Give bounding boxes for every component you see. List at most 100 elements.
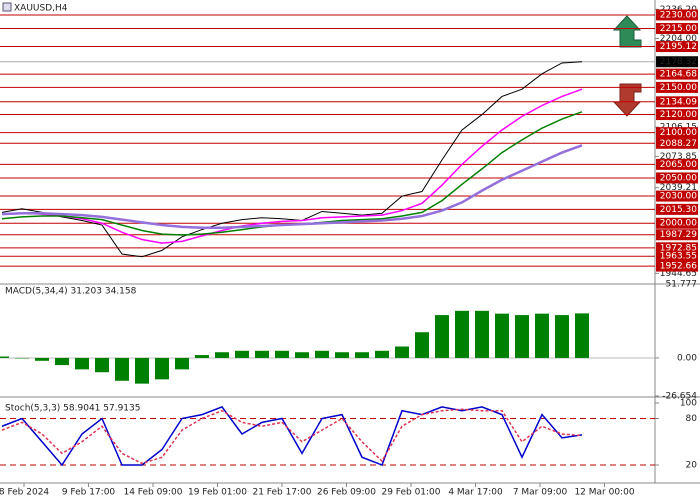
macd-bar: [535, 313, 549, 358]
level-box: [656, 9, 698, 21]
x-tick-label: 9 Feb 17:00: [62, 488, 116, 498]
level-box: [656, 81, 698, 93]
level-label: 2134.09: [660, 97, 697, 107]
level-label: 2150.00: [660, 83, 697, 93]
level-label: 2030.00: [660, 192, 697, 202]
macd-bar: [35, 357, 49, 361]
x-tick-label: 29 Feb 01:00: [381, 488, 440, 498]
macd-bar: [515, 315, 529, 358]
macd-bar: [455, 310, 469, 358]
macd-bar: [0, 356, 9, 358]
macd-bar: [155, 357, 169, 380]
level-box: [656, 260, 698, 272]
last-price-label: 2178.32: [660, 57, 697, 67]
macd-bar: [295, 352, 309, 358]
level-box: [656, 190, 698, 202]
macd-bar: [75, 357, 89, 370]
macd-bar: [475, 310, 489, 358]
macd-bar: [395, 346, 409, 358]
level-label: 2000.00: [660, 219, 697, 229]
level-label: 1963.55: [660, 252, 697, 262]
level-label: 2195.12: [660, 42, 697, 52]
level-box: [656, 242, 698, 254]
macd-bar: [275, 350, 289, 358]
level-box: [656, 203, 698, 215]
level-box: [656, 250, 698, 262]
macd-bar: [415, 332, 429, 358]
x-tick-label: 12 Mar 00:00: [574, 488, 634, 498]
y-tick-label: 80: [686, 414, 698, 424]
level-label: 2164.68: [660, 70, 697, 80]
y-tick-label: 2039.21: [660, 183, 697, 193]
x-tick-label: 14 Feb 09:00: [123, 488, 182, 498]
level-label: 2100.00: [660, 128, 697, 138]
level-label: 2050.00: [660, 173, 697, 183]
level-box: [656, 127, 698, 139]
level-label: 2015.30: [660, 205, 697, 215]
x-tick-label: 26 Feb 09:00: [317, 488, 376, 498]
macd-bar: [335, 352, 349, 358]
macd-bar: [195, 355, 209, 358]
macd-bar: [575, 313, 589, 358]
chart-title: XAUUSD,H4: [14, 4, 68, 14]
level-box: [656, 137, 698, 149]
x-tick-label: 7 Mar 09:00: [513, 488, 568, 498]
macd-bar: [115, 357, 129, 381]
y-tick-label: 2073.85: [660, 152, 697, 162]
series-line: [1, 88, 583, 244]
series-line: [1, 144, 583, 230]
level-label: 1987.29: [660, 230, 697, 240]
x-tick-label: 4 Mar 17:00: [448, 488, 503, 498]
macd-bar: [215, 352, 229, 358]
macd-bar: [355, 352, 369, 358]
level-box: [656, 23, 698, 35]
level-box: [656, 68, 698, 80]
y-tick-label: -26.654: [662, 392, 697, 402]
y-tick-label: 100: [680, 399, 697, 409]
macd-bar: [175, 357, 189, 370]
level-label: 1952.66: [660, 262, 697, 272]
level-box: [656, 229, 698, 241]
macd-bar: [235, 350, 249, 358]
x-tick-label: 19 Feb 01:00: [188, 488, 247, 498]
level-box: [656, 96, 698, 108]
y-tick-label: 2204.00: [660, 34, 697, 44]
level-label: 2230.00: [660, 10, 697, 20]
level-box: [656, 41, 698, 53]
up-arrow-icon: [612, 15, 642, 48]
stoch-title: Stoch(5,3,3) 58.9041 57.9135: [5, 404, 140, 414]
y-tick-label: 51.777: [666, 280, 698, 290]
level-box: [656, 158, 698, 170]
series-line: [1, 405, 583, 467]
macd-bar: [495, 313, 509, 358]
y-tick-label: 0.00: [677, 353, 697, 363]
macd-bar: [255, 350, 269, 358]
y-tick-label: 1944.65: [660, 269, 697, 279]
level-box: [656, 172, 698, 184]
last-price-box: [656, 56, 698, 68]
macd-bar: [315, 350, 329, 358]
level-box: [656, 217, 698, 229]
macd-bar: [375, 350, 389, 358]
series-line: [1, 61, 583, 258]
macd-bar: [95, 357, 109, 373]
level-label: 2215.00: [660, 24, 697, 34]
level-label: 2065.00: [660, 160, 697, 170]
macd-bar: [15, 357, 29, 359]
macd-bar: [135, 357, 149, 384]
macd-bar: [55, 357, 69, 366]
x-tick-label: 21 Feb 17:00: [252, 488, 311, 498]
level-label: 2088.27: [660, 139, 697, 149]
symbol-icon: [2, 2, 12, 12]
plot-layer: 2236.202204.002106.152073.852039.211944.…: [0, 5, 698, 498]
macd-bar: [555, 315, 569, 358]
x-tick-label: 8 Feb 2024: [0, 488, 49, 498]
y-tick-label: 20: [686, 461, 698, 471]
level-label: 1972.85: [660, 243, 697, 253]
level-box: [656, 109, 698, 121]
macd-title: MACD(5,34,4) 31.203 34.158: [5, 287, 137, 297]
macd-bar: [435, 315, 449, 358]
series-line: [1, 408, 583, 465]
level-label: 2120.00: [660, 110, 697, 120]
